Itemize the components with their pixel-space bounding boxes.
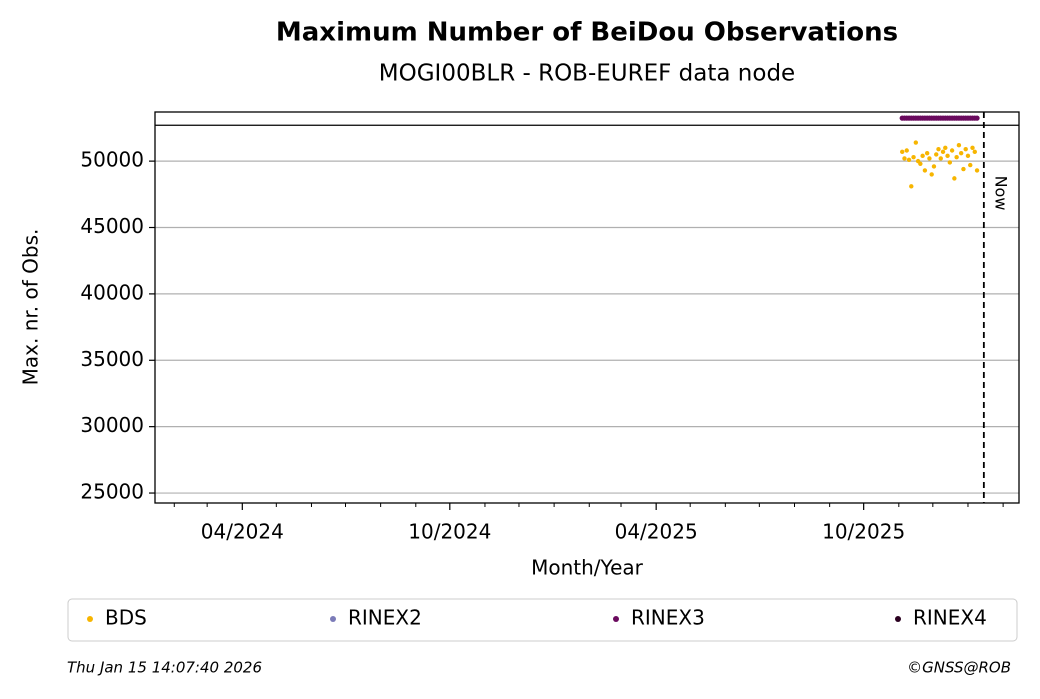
chart-subtitle: MOGI00BLR - ROB-EUREF data node [379, 61, 795, 87]
footer-timestamp: Thu Jan 15 14:07:40 2026 [67, 659, 262, 677]
legend-marker [330, 616, 336, 622]
data-point [974, 168, 980, 173]
y-tick-label: 50000 [80, 148, 144, 172]
data-point [927, 156, 932, 161]
legend-marker [895, 616, 901, 622]
data-point [949, 148, 955, 153]
legend-marker [613, 616, 619, 622]
data-point [918, 161, 923, 166]
data-point [929, 172, 934, 177]
y-tick-label: 35000 [80, 347, 144, 371]
data-point [943, 145, 948, 151]
data-point [958, 150, 964, 156]
data-point [904, 148, 909, 153]
data-point [963, 146, 968, 152]
data-point [909, 184, 914, 189]
legend-label: RINEX3 [631, 606, 705, 630]
data-point [970, 145, 975, 151]
data-point [936, 146, 941, 152]
data-point [934, 152, 939, 157]
data-point [968, 162, 973, 168]
data-point [906, 157, 912, 162]
legend-label: BDS [105, 606, 147, 630]
data-point [974, 115, 980, 121]
x-tick-label: 10/2025 [822, 520, 905, 544]
data-point [900, 149, 905, 155]
legend-box [67, 598, 1018, 642]
legend-marker [87, 616, 93, 622]
data-point [913, 140, 919, 145]
data-point [952, 176, 957, 181]
data-point [972, 149, 977, 155]
x-tick-label: 10/2024 [408, 520, 491, 544]
y-tick-label: 40000 [80, 280, 144, 304]
data-point [945, 153, 950, 159]
data-point [954, 154, 959, 160]
legend-label: RINEX4 [913, 606, 987, 630]
now-label: Now [991, 176, 1010, 211]
data-point [922, 168, 928, 173]
data-point [920, 153, 925, 159]
data-point [956, 142, 962, 148]
y-tick-label: 25000 [80, 480, 144, 504]
chart-title: Maximum Number of BeiDou Observations [276, 18, 898, 48]
x-tick-label: 04/2025 [615, 520, 698, 544]
data-point [938, 156, 943, 161]
data-point [965, 153, 971, 159]
x-tick-label: 04/2024 [201, 520, 284, 544]
data-point [947, 160, 953, 165]
data-point [961, 166, 966, 172]
plot-frame [154, 111, 1020, 504]
data-point [931, 164, 937, 169]
data-point [940, 149, 946, 155]
y-tick-label: 45000 [80, 214, 144, 238]
y-tick-label: 30000 [80, 413, 144, 437]
footer-credit: ©GNSS@ROB [907, 659, 1011, 677]
data-point [902, 156, 907, 161]
x-axis-label: Month/Year [531, 556, 644, 580]
y-axis-label: Max. nr. of Obs. [19, 229, 43, 386]
data-point [924, 150, 930, 156]
data-point [911, 154, 916, 160]
legend-label: RINEX2 [348, 606, 422, 630]
